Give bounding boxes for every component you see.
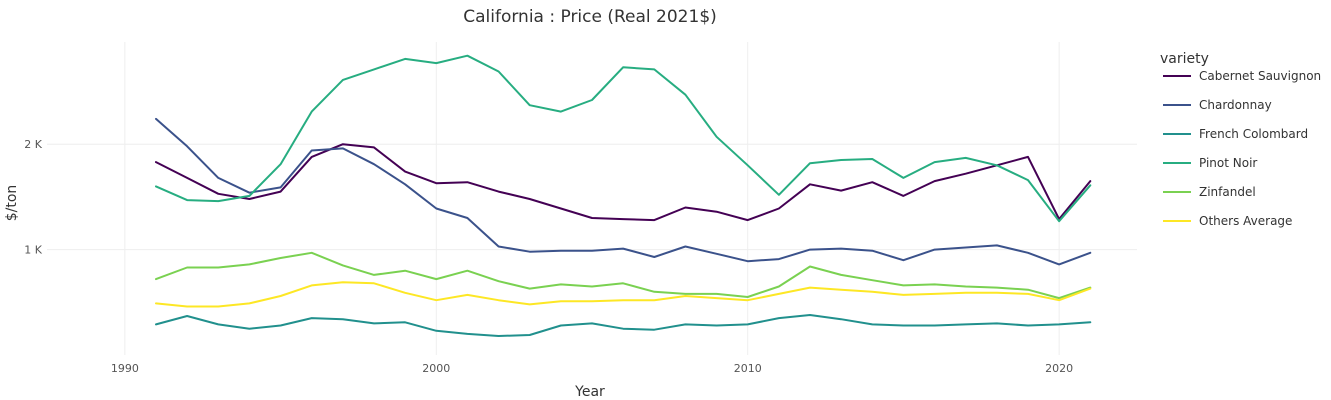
- grid-lines: [47, 42, 1137, 355]
- y-tick-label: 1 K: [24, 244, 42, 257]
- legend: variety Cabernet Sauvignon Chardonnay Fren…: [1160, 51, 1321, 228]
- x-tick-label: 2020: [1045, 362, 1073, 375]
- y-axis-title: $/ton: [4, 185, 20, 222]
- series-line-pinot-noir: [155, 54, 1092, 223]
- legend-item-label: Chardonnay: [1199, 98, 1272, 112]
- series-line-chardonnay: [155, 117, 1092, 266]
- chart-title: California : Price (Real 2021$): [463, 7, 717, 27]
- legend-item-label: Others Average: [1199, 214, 1292, 228]
- legend-title: variety: [1160, 51, 1209, 67]
- series-lines: [155, 54, 1092, 337]
- legend-item-label: French Colombard: [1199, 127, 1308, 141]
- series-line-others-average: [155, 281, 1092, 308]
- x-tick-label: 1990: [111, 362, 139, 375]
- series-line-french-colombard: [155, 314, 1092, 337]
- tick-labels: 1990 2000 2010 2020 1 K 2 K: [24, 138, 1073, 375]
- y-tick-label: 2 K: [24, 138, 42, 151]
- x-axis-title: Year: [574, 384, 605, 400]
- x-tick-label: 2000: [422, 362, 450, 375]
- series-line-cabernet-sauvignon: [155, 143, 1092, 222]
- series-line-zinfandel: [155, 251, 1092, 300]
- legend-item-label: Pinot Noir: [1199, 156, 1257, 170]
- legend-item-label: Zinfandel: [1199, 185, 1256, 199]
- legend-item-label: Cabernet Sauvignon: [1199, 69, 1321, 83]
- x-tick-label: 2010: [734, 362, 762, 375]
